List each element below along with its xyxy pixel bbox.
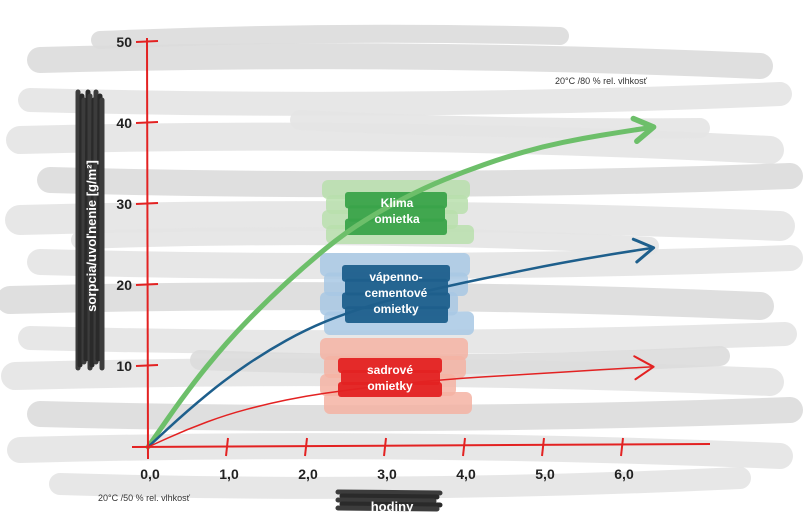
x-axis-line [131, 443, 711, 448]
series-arrowhead [631, 237, 656, 264]
y-tick-mark [135, 121, 159, 124]
y-axis-title: sorpcia/uvoľnenie [g/m²] [84, 160, 99, 312]
y-tick-mark [135, 202, 159, 205]
label-box-band [345, 306, 448, 323]
series-label: Klima [381, 196, 414, 210]
x-tick-label: 4,0 [456, 466, 476, 482]
x-tick-label: 3,0 [377, 466, 397, 482]
label-box-band [338, 358, 442, 373]
y-tick-mark [135, 283, 159, 286]
xlabel-scribble-stroke [339, 501, 443, 508]
x-tick-mark [225, 437, 229, 457]
series-line [147, 366, 655, 448]
label-box-band [341, 370, 440, 385]
xlabel-scribble-stroke [335, 497, 437, 504]
y-tick-label: 40 [116, 115, 132, 131]
x-tick-label: 6,0 [614, 466, 634, 482]
series-label: vápenno- [369, 270, 422, 284]
background-stroke [91, 24, 569, 49]
y-tick-mark [135, 364, 159, 367]
x-tick-label: 2,0 [298, 466, 318, 482]
background-stroke [18, 82, 792, 116]
series-lines [145, 115, 657, 450]
y-tick-mark [135, 40, 159, 43]
series-label: omietky [373, 302, 419, 316]
text-labels: 10 20 30 40 50 0,0 1,0 2,0 3,0 4,0 5,0 6,0 20°C /80 … [84, 34, 648, 514]
bottom-condition-label: 20°C /50 % rel. vlhkosť [98, 493, 191, 503]
y-tick-label: 30 [116, 196, 132, 212]
xlabel-scribble-stroke [339, 493, 440, 500]
series-line [145, 124, 657, 450]
label-box-patch [324, 392, 472, 414]
x-tick-mark [541, 437, 545, 457]
label-box-band [338, 382, 442, 397]
x-tick-mark [462, 437, 466, 457]
label-box-band [345, 218, 447, 235]
series-label: sadrové [367, 363, 413, 377]
x-tick-mark [304, 437, 308, 457]
background-stroke [49, 467, 751, 499]
x-tick-label: 1,0 [219, 466, 239, 482]
series-label: omietka [374, 212, 420, 226]
series-arrowhead [630, 115, 657, 145]
xlabel-scribble-stroke [335, 505, 440, 512]
series-line [146, 246, 655, 449]
xlabel-scribble-stroke [335, 489, 443, 496]
axes [131, 37, 711, 460]
background-stroke [27, 43, 773, 79]
x-tick-mark [383, 437, 387, 457]
x-axis-title: hodiny [371, 499, 414, 514]
x-tick-label: 0,0 [140, 466, 160, 482]
background-stroke [6, 122, 784, 164]
y-tick-label: 10 [116, 358, 132, 374]
y-tick-label: 20 [116, 277, 132, 293]
label-box-patch [320, 338, 468, 360]
x-tick-label: 5,0 [535, 466, 555, 482]
series-label: cementové [365, 286, 428, 300]
y-tick-label: 50 [116, 34, 132, 50]
top-condition-label: 20°C /80 % rel. vlhkosť [555, 76, 648, 86]
series-arrowhead [633, 355, 655, 381]
label-box-band [342, 265, 450, 282]
x-tick-mark [620, 437, 624, 457]
y-axis-line [146, 37, 149, 460]
series-label: omietky [367, 379, 413, 393]
